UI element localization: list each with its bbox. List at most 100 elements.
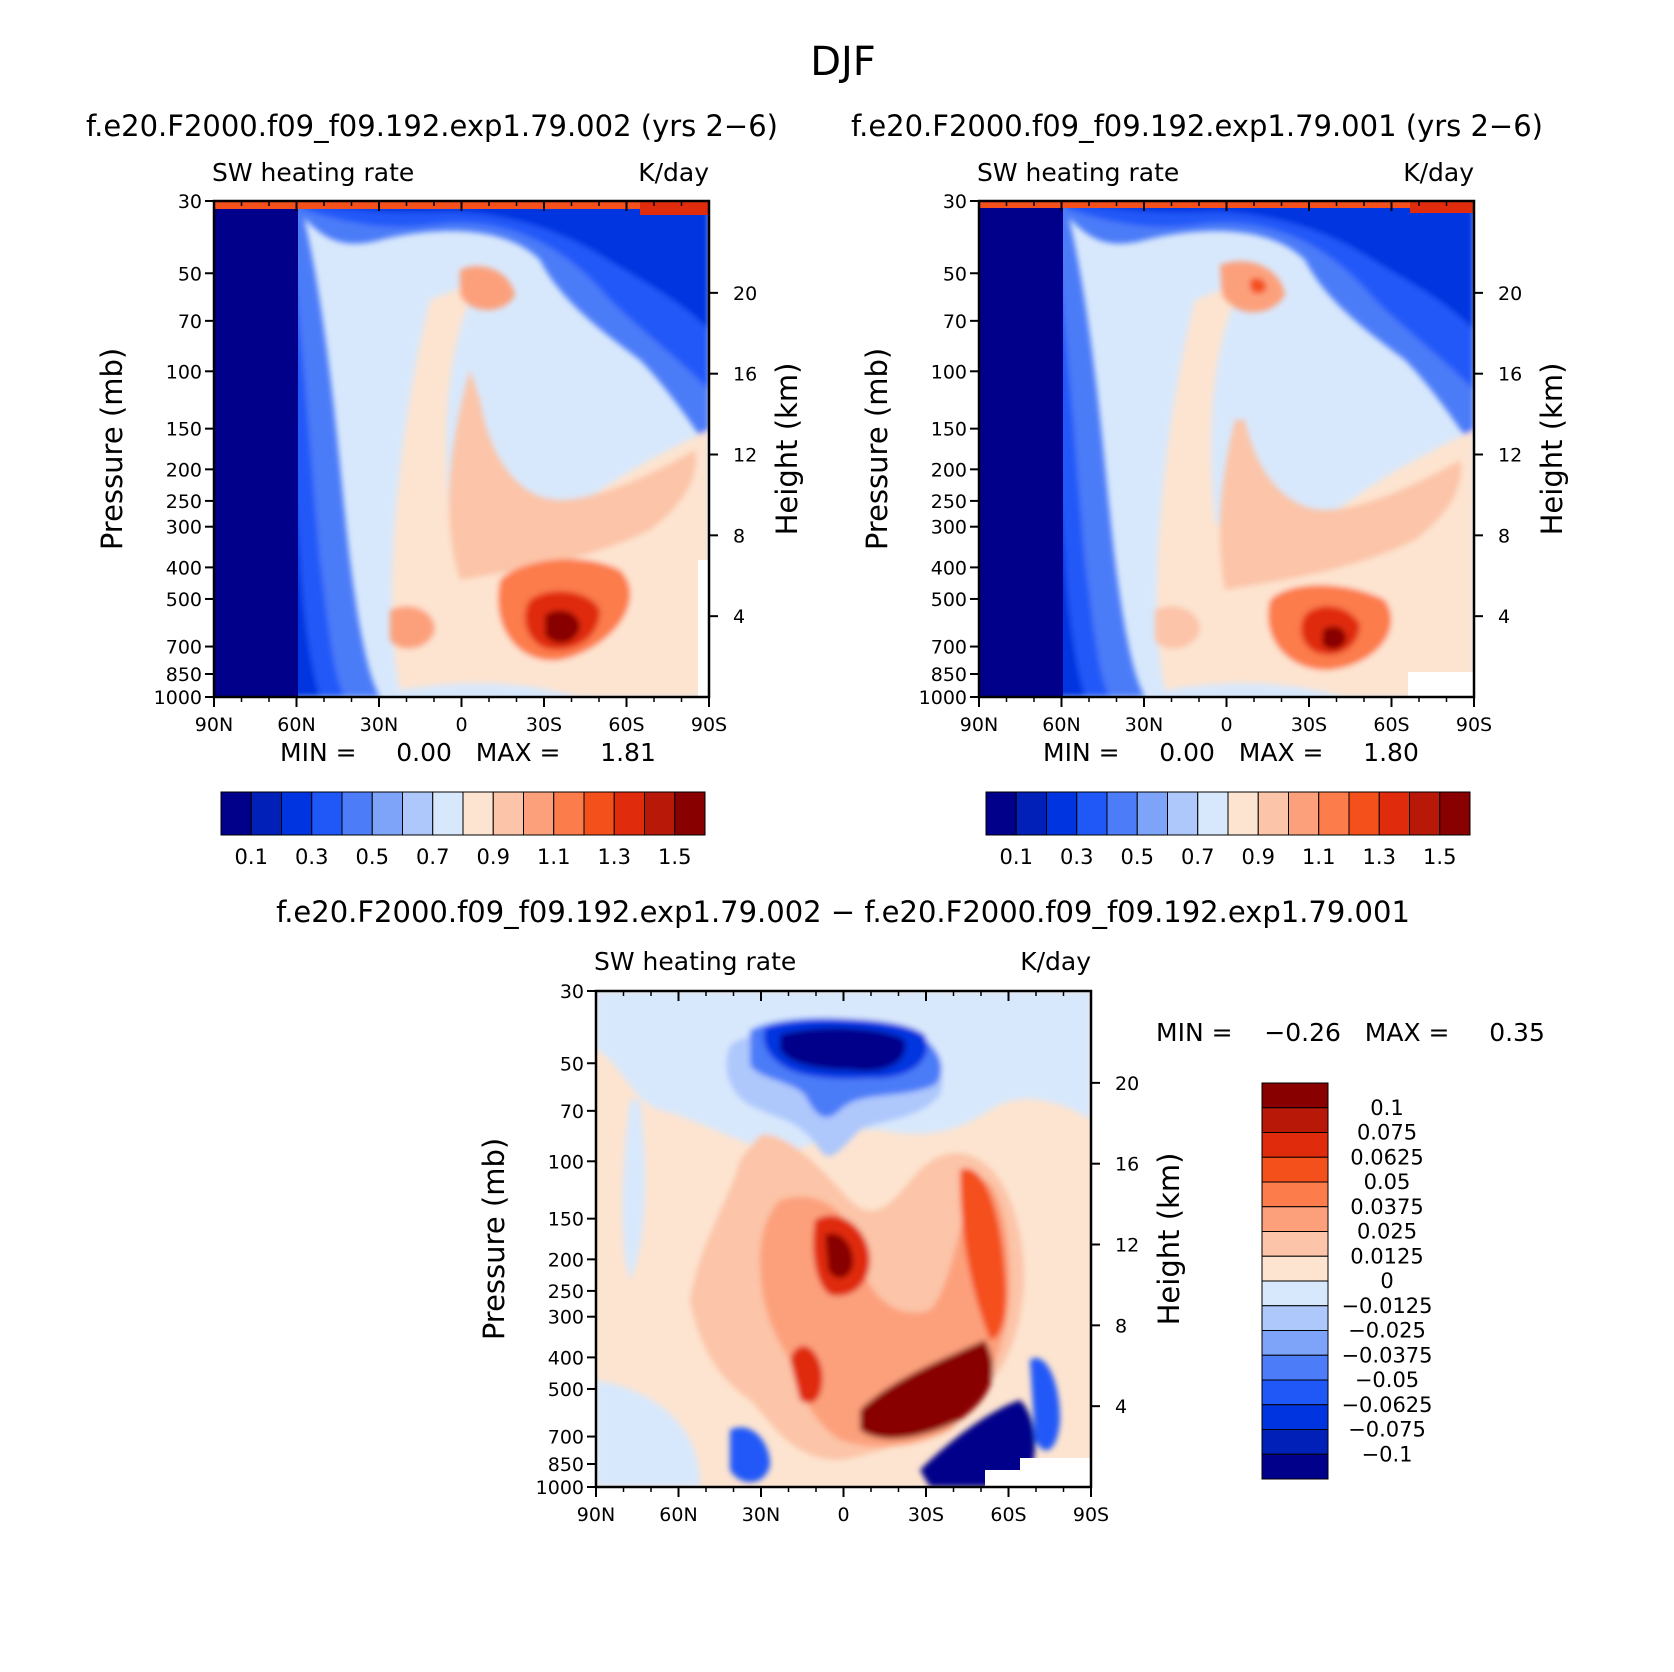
colorbar-label: 0.1 (1000, 845, 1033, 869)
y-tick-label: 200 (931, 459, 967, 481)
panel-1: f.e20.F2000.f09_f09.192.exp1.79.002 (yrs… (86, 109, 804, 869)
panel-1-axes: 305070100150200250300400500700850100090N… (154, 191, 758, 736)
y2-tick-label: 4 (1115, 1396, 1127, 1418)
panel-1-header: f.e20.F2000.f09_f09.192.exp1.79.002 (yrs… (86, 109, 778, 143)
x-tick-label: 90S (1073, 1504, 1109, 1526)
colorbar-label: 1.3 (1363, 845, 1396, 869)
colorbar-label: 1.5 (658, 845, 691, 869)
colorbar-box (1439, 791, 1471, 836)
colorbar-box (1409, 791, 1441, 836)
colorbar-label: 0.0625 (1350, 1145, 1423, 1169)
colorbar-label: −0.1 (1362, 1442, 1413, 1466)
colorbar-box (1261, 1181, 1329, 1208)
colorbar-label: 0.0125 (1350, 1244, 1423, 1268)
x-tick-label: 90N (577, 1504, 615, 1526)
panel-2-units-label: K/day (1403, 158, 1474, 187)
y-tick-label: 400 (548, 1347, 584, 1369)
panel-1-variable-label: SW heating rate (212, 158, 414, 187)
y-tick-label: 70 (560, 1101, 584, 1123)
colorbar-box (1261, 1132, 1329, 1158)
x-tick-label: 0 (455, 714, 467, 736)
y-tick-label: 250 (931, 491, 967, 513)
y-tick-label: 700 (548, 1427, 584, 1449)
panel-2-y2label: Height (km) (1535, 363, 1569, 536)
y2-tick-label: 4 (733, 606, 745, 628)
y-tick-label: 200 (166, 459, 202, 481)
y-tick-label: 70 (178, 311, 202, 333)
colorbar-label: 0.05 (1364, 1170, 1411, 1194)
x-tick-label: 60N (659, 1504, 697, 1526)
colorbar-label: 0.075 (1357, 1121, 1417, 1145)
x-tick-label: 30N (742, 1504, 780, 1526)
colorbar-label: 0.7 (416, 845, 449, 869)
panel-1-min-max: MIN = 0.00 MAX = 1.81 (280, 738, 656, 767)
y-tick-label: 1000 (154, 687, 202, 709)
x-tick-label: 60S (1373, 714, 1409, 736)
colorbar-box (311, 791, 343, 836)
colorbar-label: −0.0625 (1341, 1393, 1432, 1417)
x-tick-label: 30S (908, 1504, 944, 1526)
colorbar-box (1227, 791, 1259, 836)
colorbar-box (1015, 791, 1047, 836)
colorbar-box (492, 791, 524, 836)
x-tick-label: 30N (1125, 714, 1163, 736)
colorbar-box (1261, 1354, 1329, 1381)
colorbar-box (583, 791, 615, 836)
colorbar-box (402, 791, 434, 836)
x-tick-label: 60N (1042, 714, 1080, 736)
panel-3-units-label: K/day (1020, 947, 1091, 976)
y2-tick-label: 8 (1115, 1315, 1127, 1337)
y-tick-label: 850 (931, 664, 967, 686)
y-tick-label: 150 (548, 1209, 584, 1231)
y2-tick-label: 8 (733, 525, 745, 547)
colorbar-box (523, 791, 555, 836)
y2-tick-label: 12 (1498, 445, 1522, 467)
panel-3-header: f.e20.F2000.f09_f09.192.exp1.79.002 − f.… (276, 895, 1410, 929)
colorbar-label: 0.9 (1242, 845, 1275, 869)
colorbar-box (553, 791, 585, 836)
y-tick-label: 1000 (919, 687, 967, 709)
y-tick-label: 150 (931, 419, 967, 441)
colorbar-box (1261, 1330, 1329, 1356)
colorbar-box (1261, 1453, 1329, 1480)
colorbar-box (432, 791, 464, 836)
x-tick-label: 0 (1220, 714, 1232, 736)
colorbar-label: 0.9 (477, 845, 510, 869)
y-tick-label: 200 (548, 1249, 584, 1271)
x-tick-label: 60S (990, 1504, 1026, 1526)
y-tick-label: 500 (166, 589, 202, 611)
colorbar-label: 1.1 (537, 845, 570, 869)
colorbar-box (1261, 1404, 1329, 1430)
colorbar-box (1261, 1255, 1329, 1282)
panel-1-ylabel: Pressure (mb) (95, 348, 129, 550)
colorbar-box (1318, 791, 1350, 836)
y-tick-label: 250 (166, 491, 202, 513)
colorbar-box (1261, 1107, 1329, 1133)
colorbar-box (281, 791, 313, 836)
x-tick-label: 90S (1456, 714, 1492, 736)
panel-1-units-label: K/day (638, 158, 709, 187)
colorbar-label: 1.5 (1423, 845, 1456, 869)
y2-tick-label: 8 (1498, 525, 1510, 547)
colorbar-box (1261, 1082, 1329, 1109)
colorbar-label: 0 (1380, 1269, 1393, 1293)
y2-tick-label: 16 (1115, 1154, 1139, 1176)
colorbar-box (1076, 791, 1108, 836)
x-tick-label: 30N (360, 714, 398, 736)
colorbar-box (250, 791, 282, 836)
x-tick-label: 30S (1291, 714, 1327, 736)
y-tick-label: 50 (178, 263, 202, 285)
panel-2-axes: 305070100150200250300400500700850100090N… (919, 191, 1523, 736)
panel-3-axes: 305070100150200250300400500700850100090N… (536, 981, 1140, 1526)
panel-2-variable-label: SW heating rate (977, 158, 1179, 187)
panel-3-plot-area (596, 991, 1091, 1487)
x-tick-label: 60S (608, 714, 644, 736)
y-tick-label: 400 (931, 557, 967, 579)
colorbar-box (1261, 1379, 1329, 1406)
panel-2: f.e20.F2000.f09_f09.192.exp1.79.001 (yrs… (851, 109, 1569, 869)
colorbar-box (1167, 791, 1199, 836)
panel-1-colorbar: 0.1 0.3 0.5 0.7 0.9 1.1 1.3 1.5 (220, 791, 706, 869)
panel-1-y2label: Height (km) (770, 363, 804, 536)
colorbar-box (1136, 791, 1168, 836)
